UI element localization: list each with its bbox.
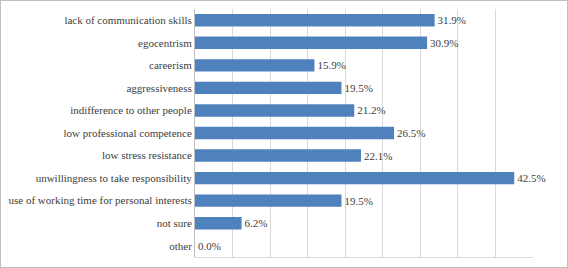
svg-text:42.5%: 42.5% — [517, 172, 545, 184]
svg-text:low professional competence: low professional competence — [64, 127, 192, 139]
svg-text:egocentrism: egocentrism — [138, 37, 192, 49]
svg-text:0.0%: 0.0% — [198, 240, 221, 252]
svg-text:21.2%: 21.2% — [357, 104, 385, 116]
svg-text:30.9%: 30.9% — [430, 37, 458, 49]
svg-text:6.2%: 6.2% — [245, 217, 268, 229]
svg-text:low stress resistance: low stress resistance — [102, 149, 192, 161]
svg-text:19.5%: 19.5% — [344, 82, 372, 94]
svg-text:26.5%: 26.5% — [397, 127, 425, 139]
svg-text:aggressiveness: aggressiveness — [126, 82, 191, 94]
svg-text:indifference to other people: indifference to other people — [70, 104, 192, 116]
svg-text:19.5%: 19.5% — [344, 195, 372, 207]
svg-text:not sure: not sure — [157, 217, 192, 229]
svg-text:unwillingness to take responsi: unwillingness to take responsibility — [36, 172, 193, 184]
svg-text:31.9%: 31.9% — [438, 14, 466, 26]
svg-text:lack of communication skills: lack of communication skills — [64, 14, 191, 26]
svg-text:other: other — [169, 240, 192, 252]
svg-text:careerism: careerism — [149, 59, 192, 71]
svg-text:22.1%: 22.1% — [364, 150, 392, 162]
svg-text:15.9%: 15.9% — [317, 59, 345, 71]
svg-text:use of working time for person: use of working time for personal interes… — [9, 194, 192, 206]
